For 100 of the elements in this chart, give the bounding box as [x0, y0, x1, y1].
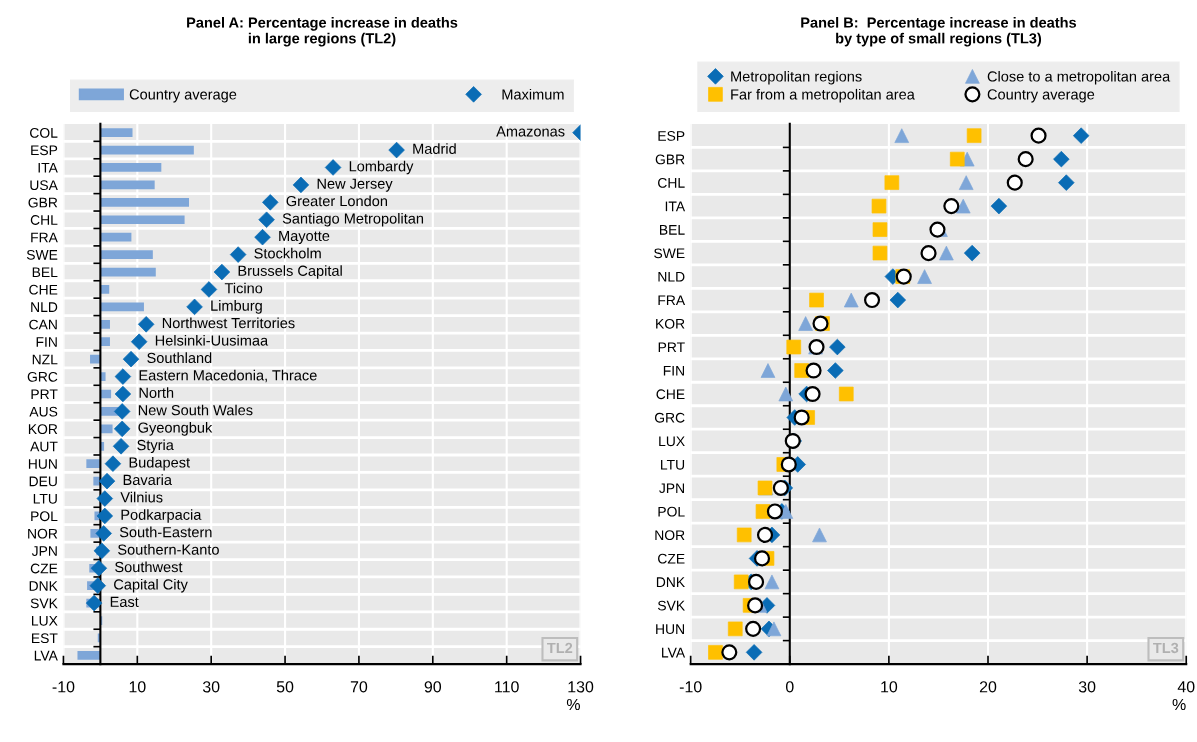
x-tick-label: 40 — [1177, 681, 1195, 693]
y-tick-label: HUN — [28, 459, 57, 469]
legend-label: Country average — [129, 89, 237, 103]
data-label: Northwest Territories — [162, 317, 295, 329]
data-label: Capital City — [114, 578, 188, 593]
data-label: Southland — [147, 352, 212, 364]
y-tick-label: KOR — [28, 424, 58, 435]
legend-label: Maximum — [502, 88, 564, 100]
y-tick-label: GBR — [655, 154, 685, 165]
data-label: Ticino — [224, 282, 263, 294]
y-tick-label: CHL — [658, 177, 685, 188]
y-tick-label: POL — [658, 506, 685, 517]
x-tick-label: 30 — [1078, 681, 1096, 693]
y-tick-label: ITA — [38, 162, 58, 173]
y-tick-label: NLD — [658, 272, 685, 282]
data-label: East — [110, 596, 139, 608]
data-label: Santiago Metropolitan — [282, 212, 424, 227]
data-label: South-Eastern — [119, 526, 212, 538]
chart-title: Panel B: Percentage increase in deaths by type of small regions (TL3) — [801, 17, 1077, 47]
y-tick-label: KOR — [656, 318, 685, 329]
x-tick-label: 90 — [424, 681, 442, 693]
y-tick-label: ITA — [665, 201, 686, 212]
y-tick-label: AUT — [30, 441, 58, 452]
x-tick-label: 20 — [979, 681, 997, 693]
y-tick-label: FIN — [663, 365, 684, 376]
y-tick-label: CHE — [656, 389, 685, 400]
y-tick-label: DNK — [656, 577, 685, 587]
y-tick-label: CZE — [658, 553, 685, 564]
data-label: Stockholm — [254, 247, 321, 259]
y-tick-label: PRT — [658, 342, 685, 353]
data-label: Vilnius — [120, 491, 163, 503]
y-tick-label: LVA — [34, 650, 58, 661]
x-tick-label: 0 — [785, 681, 794, 693]
y-tick-label: SWE — [654, 248, 685, 259]
data-label: Limburg — [211, 300, 262, 314]
y-tick-label: LTU — [661, 459, 685, 470]
data-label: Mayotte — [279, 230, 330, 244]
legend-label: Close to a metropolitan area — [987, 70, 1171, 85]
y-tick-label: EST — [32, 633, 58, 644]
y-tick-label: FIN — [36, 337, 57, 347]
y-tick-label: GRC — [27, 371, 58, 382]
y-tick-label: NZL — [32, 354, 58, 365]
y-tick-label: JPN — [31, 546, 57, 556]
y-tick-label: SVK — [657, 600, 685, 611]
data-label: Southwest — [115, 561, 183, 573]
y-tick-label: NLD — [31, 302, 58, 312]
y-tick-label: HUN — [656, 624, 684, 635]
y-tick-label: BEL — [32, 267, 58, 278]
x-tick-label: 10 — [129, 681, 146, 693]
y-tick-label: LUX — [659, 436, 685, 447]
x-tick-label: 10 — [881, 681, 898, 693]
y-tick-label: SVK — [30, 598, 58, 609]
y-tick-label: FRA — [31, 232, 58, 243]
annotation: TL3 — [1153, 642, 1179, 654]
x-tick-label: 30 — [202, 681, 220, 693]
x-axis-title: % — [1172, 698, 1186, 711]
data-label: Brussels Capital — [238, 265, 342, 279]
data-label: New South Wales — [138, 404, 253, 416]
data-label: Eastern Macedonia, Thrace — [139, 369, 317, 383]
y-tick-label: ESP — [31, 145, 58, 156]
y-tick-label: JPN — [659, 483, 684, 494]
data-label: New Jersey — [317, 178, 393, 192]
y-tick-label: CZE — [30, 563, 58, 574]
legend-label: Far from a metropolitan area — [731, 88, 915, 103]
data-label: Helsinki-Uusimaa — [155, 334, 269, 346]
y-tick-label: GBR — [28, 197, 58, 208]
data-label: North — [139, 387, 174, 398]
x-tick-label: 50 — [276, 681, 294, 693]
x-tick-label: 130 — [568, 681, 594, 693]
x-tick-label: 70 — [350, 681, 368, 693]
data-label: Lombardy — [349, 160, 414, 175]
y-tick-label: CHL — [30, 215, 58, 225]
y-tick-label: LTU — [33, 494, 57, 504]
y-tick-label: CHE — [29, 284, 58, 295]
y-tick-label: POL — [31, 511, 58, 522]
annotation: TL2 — [547, 642, 573, 653]
y-tick-label: SWE — [26, 249, 58, 260]
data-label: Southern-Kanto — [118, 544, 219, 555]
data-label: Greater London — [286, 195, 387, 207]
x-tick-label: 110 — [495, 681, 519, 693]
y-tick-label: DNK — [29, 581, 58, 591]
data-label: Amazonas — [496, 126, 565, 137]
data-label: Podkarpacia — [121, 509, 202, 523]
data-label: Gyeongbuk — [138, 422, 213, 436]
x-tick-label: -10 — [679, 681, 702, 693]
y-tick-label: USA — [30, 180, 58, 191]
y-tick-label: DEU — [29, 476, 57, 487]
y-tick-label: NOR — [28, 528, 58, 539]
y-tick-label: CAN — [29, 319, 57, 330]
data-label: Madrid — [413, 143, 456, 154]
x-tick-label: -10 — [52, 681, 75, 693]
data-label: Bavaria — [123, 474, 172, 486]
chart-title: Panel A: Percentage increase in deaths in large regions (TL2) — [187, 17, 458, 47]
y-tick-label: FRA — [658, 295, 686, 306]
y-tick-label: NOR — [655, 530, 685, 541]
y-tick-label: AUS — [29, 406, 58, 417]
y-tick-label: LVA — [662, 647, 686, 658]
y-tick-label: COL — [30, 127, 58, 138]
data-label: Styria — [137, 439, 174, 454]
data-label: Budapest — [129, 456, 190, 471]
